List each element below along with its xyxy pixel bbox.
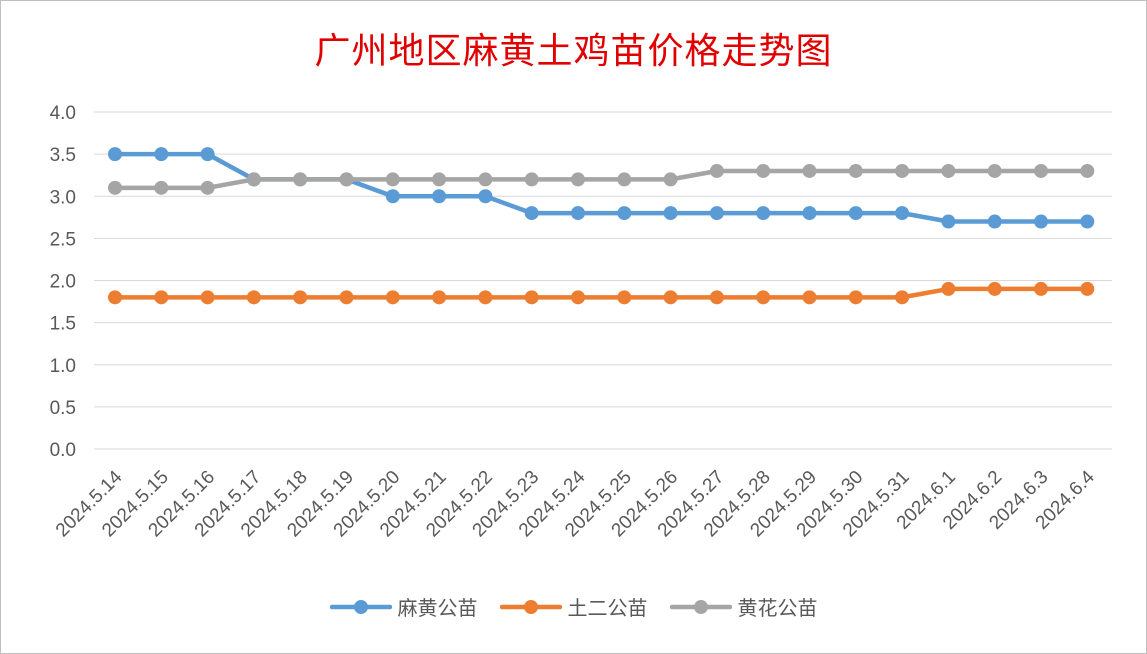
data-point: [848, 206, 863, 221]
y-tick-label: 1.5: [50, 314, 76, 335]
data-point: [524, 206, 539, 221]
data-point: [571, 290, 585, 305]
data-point: [108, 180, 122, 195]
data-point: [293, 290, 308, 305]
data-point: [1080, 163, 1095, 178]
y-axis-ticks: 0.0 0.5 1.0 1.5 2.0 2.5 3.0 3.5 4.0: [50, 103, 76, 461]
data-point: [987, 281, 1002, 296]
legend: 麻黄公苗 土二公苗 黄花公苗: [0, 592, 1147, 621]
chart-title: 广州地区麻黄土鸡苗价格走势图: [314, 31, 833, 72]
data-point: [848, 163, 863, 178]
gridlines: [94, 111, 1112, 450]
data-point: [617, 206, 632, 221]
legend-marker: [329, 599, 392, 614]
legend-item: 麻黄公苗: [329, 592, 478, 621]
data-point: [1034, 214, 1048, 229]
data-point: [756, 206, 771, 221]
data-point: [200, 180, 215, 195]
data-point: [571, 206, 585, 221]
data-point: [339, 172, 354, 187]
data-point: [663, 172, 678, 187]
data-point: [709, 206, 724, 221]
data-point: [385, 290, 400, 305]
data-point: [802, 163, 817, 178]
y-tick-label: 4.0: [50, 103, 76, 124]
data-point: [895, 206, 910, 221]
data-point: [200, 147, 215, 162]
series-3: [108, 163, 1095, 195]
series-line: [112, 151, 1090, 224]
series-lines: [108, 147, 1095, 305]
data-point: [663, 206, 678, 221]
data-point: [200, 290, 215, 305]
data-point: [987, 163, 1002, 178]
y-tick-label: 2.0: [50, 272, 76, 293]
data-point: [246, 172, 261, 187]
data-point: [1080, 214, 1095, 229]
data-point: [663, 290, 678, 305]
series-1: [108, 147, 1095, 229]
data-point: [524, 172, 539, 187]
data-point: [709, 163, 724, 178]
data-point: [432, 172, 447, 187]
data-point: [1034, 163, 1048, 178]
data-point: [246, 290, 261, 305]
data-point: [108, 290, 122, 305]
legend-label: 黄花公苗: [737, 596, 818, 620]
x-axis-ticks: 2024.5.142024.5.152024.5.162024.5.172024…: [52, 466, 1099, 541]
data-point: [756, 290, 771, 305]
data-point: [154, 180, 169, 195]
data-point: [941, 214, 956, 229]
series-line: [112, 168, 1090, 191]
data-point: [709, 290, 724, 305]
data-point: [848, 290, 863, 305]
legend-marker: [499, 599, 562, 614]
series-2: [108, 281, 1095, 305]
data-point: [293, 172, 308, 187]
data-point: [895, 290, 910, 305]
data-point: [478, 290, 493, 305]
data-point: [802, 206, 817, 221]
data-point: [756, 163, 771, 178]
data-point: [617, 290, 632, 305]
legend-item: 黄花公苗: [669, 592, 818, 621]
y-tick-label: 3.0: [50, 187, 76, 208]
y-tick-label: 0.5: [50, 398, 76, 419]
data-point: [802, 290, 817, 305]
data-point: [571, 172, 585, 187]
data-point: [385, 189, 400, 204]
data-point: [987, 214, 1002, 229]
data-point: [432, 189, 447, 204]
data-point: [617, 172, 632, 187]
data-point: [1080, 281, 1095, 296]
data-point: [941, 163, 956, 178]
data-point: [154, 290, 169, 305]
data-point: [524, 290, 539, 305]
data-point: [385, 172, 400, 187]
y-tick-label: 3.5: [50, 145, 76, 166]
y-tick-label: 2.5: [50, 229, 76, 250]
legend-label: 土二公苗: [567, 596, 648, 620]
data-point: [478, 189, 493, 204]
data-point: [432, 290, 447, 305]
data-point: [895, 163, 910, 178]
data-point: [1034, 281, 1048, 296]
data-point: [108, 147, 122, 162]
series-line: [112, 286, 1090, 300]
legend-marker: [669, 599, 732, 614]
y-tick-label: 1.0: [50, 356, 76, 377]
data-point: [941, 281, 956, 296]
y-tick-label: 0.0: [50, 440, 76, 461]
data-point: [339, 290, 354, 305]
legend-item: 土二公苗: [499, 592, 648, 621]
data-point: [478, 172, 493, 187]
data-point: [154, 147, 169, 162]
legend-label: 麻黄公苗: [397, 596, 478, 620]
